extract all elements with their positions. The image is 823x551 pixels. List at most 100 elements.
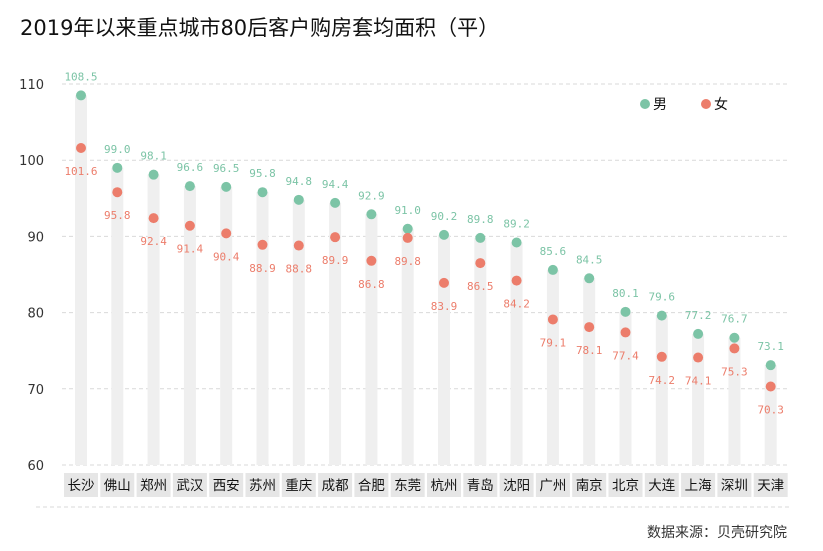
male-value-label: 77.2 xyxy=(685,309,712,322)
female-value-label: 78.1 xyxy=(576,344,603,357)
x-tick-label: 西安 xyxy=(213,478,240,494)
male-point xyxy=(511,237,522,248)
female-value-label: 86.5 xyxy=(467,280,494,293)
range-bar xyxy=(619,311,632,465)
legend-female-label: 女 xyxy=(714,96,728,113)
y-tick-label: 110 xyxy=(19,78,44,93)
female-point xyxy=(76,143,86,154)
source-note: 数据来源：贝壳研究院 xyxy=(647,525,787,541)
female-value-label: 74.2 xyxy=(649,374,676,387)
range-bar xyxy=(474,237,487,465)
female-point xyxy=(330,232,341,243)
x-tick-label: 沈阳 xyxy=(503,478,530,494)
female-point xyxy=(693,352,704,363)
male-point xyxy=(693,328,704,339)
range-bar xyxy=(75,95,87,466)
legend-male-marker xyxy=(640,99,650,109)
x-label-band xyxy=(427,473,461,497)
x-tick-label: 苏州 xyxy=(249,478,276,494)
legend-male-label: 男 xyxy=(653,97,667,113)
male-point xyxy=(330,197,341,208)
range-bar xyxy=(655,315,668,465)
x-tick-label: 合肥 xyxy=(358,478,385,494)
x-label-band xyxy=(535,473,570,497)
x-tick-label: 青岛 xyxy=(467,478,494,494)
female-point xyxy=(293,240,304,251)
x-label-band xyxy=(318,473,353,497)
female-point xyxy=(729,343,740,354)
female-value-label: 88.8 xyxy=(286,263,313,276)
male-value-label: 80.1 xyxy=(612,287,639,300)
x-label-band xyxy=(753,473,788,497)
range-bar xyxy=(292,199,305,465)
female-value-label: 70.3 xyxy=(757,404,784,417)
male-value-label: 92.9 xyxy=(358,189,385,202)
y-tick-label: 70 xyxy=(27,383,44,398)
male-point xyxy=(439,229,449,240)
range-bar xyxy=(583,278,596,465)
x-tick-label: 上海 xyxy=(685,478,712,494)
male-point xyxy=(366,209,377,220)
male-point xyxy=(765,360,776,371)
x-label-band xyxy=(681,473,716,497)
chart-title: 2019年以来重点城市80后客户购房套均面积（平） xyxy=(20,16,500,40)
x-label-band xyxy=(100,473,135,497)
x-label-band xyxy=(354,473,389,497)
male-point xyxy=(620,306,631,317)
range-bar xyxy=(256,192,269,466)
female-point xyxy=(656,351,667,362)
legend-female-marker xyxy=(701,99,711,109)
male-point xyxy=(293,194,304,205)
female-value-label: 90.4 xyxy=(213,250,240,263)
female-point xyxy=(765,381,776,392)
female-point xyxy=(257,239,268,250)
male-value-label: 89.8 xyxy=(467,213,494,226)
female-value-label: 79.1 xyxy=(540,336,567,349)
x-label-band xyxy=(281,473,316,497)
male-point xyxy=(584,273,595,284)
x-label-band xyxy=(717,473,752,497)
x-tick-label: 佛山 xyxy=(104,478,131,494)
male-value-label: 94.8 xyxy=(286,175,313,188)
female-value-label: 89.9 xyxy=(322,254,349,267)
female-point xyxy=(112,187,123,198)
male-value-label: 79.6 xyxy=(649,291,676,304)
male-point xyxy=(221,181,232,192)
female-point xyxy=(511,275,522,286)
range-bar xyxy=(147,174,160,466)
x-tick-label: 天津 xyxy=(757,478,784,494)
male-value-label: 98.1 xyxy=(140,150,167,163)
female-value-label: 89.8 xyxy=(394,255,421,268)
male-value-label: 99.0 xyxy=(104,143,131,156)
range-bar xyxy=(329,202,342,465)
female-value-label: 88.9 xyxy=(249,262,276,275)
female-point xyxy=(402,232,413,243)
female-point xyxy=(547,314,558,325)
x-label-band xyxy=(572,473,607,497)
female-point xyxy=(148,213,159,224)
female-point xyxy=(584,322,595,333)
range-bar xyxy=(111,167,124,465)
female-value-label: 75.3 xyxy=(721,365,748,378)
female-point xyxy=(439,277,449,288)
female-value-label: 84.2 xyxy=(503,298,530,311)
range-bar xyxy=(183,186,196,465)
male-value-label: 94.4 xyxy=(322,178,349,191)
male-point xyxy=(547,264,558,275)
female-value-label: 77.4 xyxy=(612,349,639,362)
x-tick-label: 武汉 xyxy=(176,478,203,494)
x-label-band xyxy=(172,473,207,497)
male-point xyxy=(184,181,195,192)
female-value-label: 92.4 xyxy=(140,235,167,248)
range-bar xyxy=(510,242,523,465)
y-tick-label: 60 xyxy=(27,459,44,474)
male-point xyxy=(729,332,740,343)
x-tick-label: 南京 xyxy=(576,478,603,494)
range-bar xyxy=(692,333,705,465)
x-label-band xyxy=(463,473,498,497)
female-point xyxy=(221,228,232,239)
x-label-band xyxy=(608,473,643,497)
x-tick-label: 大连 xyxy=(648,478,675,494)
x-tick-label: 重庆 xyxy=(285,478,312,494)
x-tick-label: 成都 xyxy=(322,478,349,494)
